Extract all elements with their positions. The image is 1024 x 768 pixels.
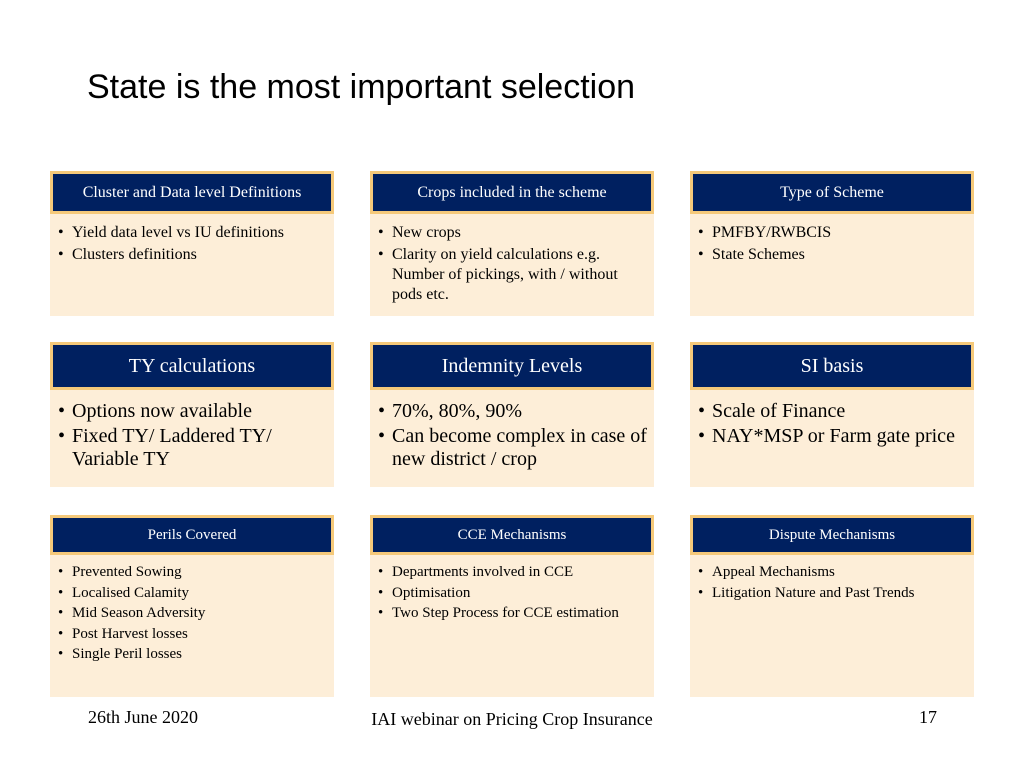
bullet-list: Options now available Fixed TY/ Laddered… bbox=[58, 400, 328, 473]
list-item: Can become complex in case of new distri… bbox=[378, 425, 648, 471]
bullet-list: Yield data level vs IU definitions Clust… bbox=[58, 223, 328, 267]
box-type-of-scheme: Type of Scheme PMFBY/RWBCIS State Scheme… bbox=[690, 171, 974, 316]
box-header: SI basis bbox=[690, 342, 974, 390]
box-header: Indemnity Levels bbox=[370, 342, 654, 390]
box-header: Cluster and Data level Definitions bbox=[50, 171, 334, 214]
box-header: Perils Covered bbox=[50, 515, 334, 555]
list-item: Yield data level vs IU definitions bbox=[58, 223, 328, 243]
list-item: Mid Season Adversity bbox=[58, 604, 328, 622]
list-item: Two Step Process for CCE estimation bbox=[378, 604, 648, 622]
box-si-basis: SI basis Scale of Finance NAY*MSP or Far… bbox=[690, 342, 974, 487]
list-item: PMFBY/RWBCIS bbox=[698, 223, 968, 243]
list-item: Prevented Sowing bbox=[58, 563, 328, 581]
box-header: Crops included in the scheme bbox=[370, 171, 654, 214]
list-item: Clarity on yield calculations e.g. Numbe… bbox=[378, 245, 648, 305]
list-item: Fixed TY/ Laddered TY/ Variable TY bbox=[58, 425, 328, 471]
list-item: Clusters definitions bbox=[58, 245, 328, 265]
box-header: TY calculations bbox=[50, 342, 334, 390]
box-header: Dispute Mechanisms bbox=[690, 515, 974, 555]
list-item: Departments involved in CCE bbox=[378, 563, 648, 581]
bullet-list: PMFBY/RWBCIS State Schemes bbox=[698, 223, 968, 267]
box-header: Type of Scheme bbox=[690, 171, 974, 214]
list-item: 70%, 80%, 90% bbox=[378, 400, 648, 423]
list-item: Scale of Finance bbox=[698, 400, 968, 423]
footer-date: 26th June 2020 bbox=[88, 707, 198, 727]
box-ty-calculations: TY calculations Options now available Fi… bbox=[50, 342, 334, 487]
list-item: Appeal Mechanisms bbox=[698, 563, 968, 581]
page-number: 17 bbox=[919, 707, 937, 727]
list-item: Single Peril losses bbox=[58, 645, 328, 663]
list-item: Optimisation bbox=[378, 584, 648, 602]
box-cce-mechanisms: CCE Mechanisms Departments involved in C… bbox=[370, 515, 654, 697]
list-item: State Schemes bbox=[698, 245, 968, 265]
list-item: Localised Calamity bbox=[58, 584, 328, 602]
bullet-list: New crops Clarity on yield calculations … bbox=[378, 223, 648, 307]
list-item: New crops bbox=[378, 223, 648, 243]
bullet-list: Prevented Sowing Localised Calamity Mid … bbox=[58, 563, 328, 666]
list-item: Options now available bbox=[58, 400, 328, 423]
footer-title: IAI webinar on Pricing Crop Insurance bbox=[371, 709, 653, 729]
list-item: Litigation Nature and Past Trends bbox=[698, 584, 968, 602]
box-dispute-mechanisms: Dispute Mechanisms Appeal Mechanisms Lit… bbox=[690, 515, 974, 697]
bullet-list: Appeal Mechanisms Litigation Nature and … bbox=[698, 563, 968, 604]
list-item: Post Harvest losses bbox=[58, 625, 328, 643]
bullet-list: Departments involved in CCE Optimisation… bbox=[378, 563, 648, 625]
box-cluster-data-definitions: Cluster and Data level Definitions Yield… bbox=[50, 171, 334, 316]
box-indemnity-levels: Indemnity Levels 70%, 80%, 90% Can becom… bbox=[370, 342, 654, 487]
box-header: CCE Mechanisms bbox=[370, 515, 654, 555]
list-item: NAY*MSP or Farm gate price bbox=[698, 425, 968, 448]
bullet-list: 70%, 80%, 90% Can become complex in case… bbox=[378, 400, 648, 473]
slide-title: State is the most important selection bbox=[87, 68, 636, 106]
bullet-list: Scale of Finance NAY*MSP or Farm gate pr… bbox=[698, 400, 968, 450]
box-crops-included: Crops included in the scheme New crops C… bbox=[370, 171, 654, 316]
box-perils-covered: Perils Covered Prevented Sowing Localise… bbox=[50, 515, 334, 697]
